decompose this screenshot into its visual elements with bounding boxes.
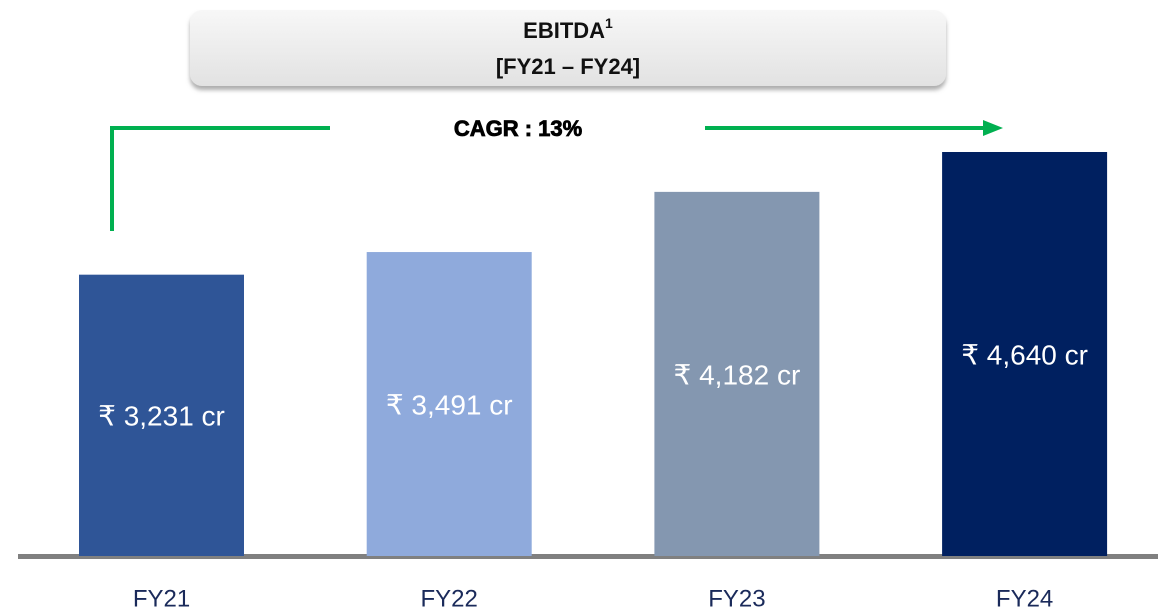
x-tick-label: FY22 [421, 585, 478, 612]
value-label: ₹ 3,491 cr [386, 389, 513, 420]
title-box [190, 10, 946, 86]
title-footnote: 1 [605, 15, 613, 31]
chart-title: EBITDA [523, 18, 605, 43]
arrow-head [983, 120, 1003, 136]
value-label: ₹ 4,640 cr [961, 339, 1088, 370]
cagr-arrow [110, 126, 330, 231]
baseline [18, 554, 1158, 559]
bar [79, 274, 244, 556]
chart-title-line: EBITDA1 [523, 15, 613, 43]
x-tick-label: FY21 [133, 585, 190, 612]
value-label: ₹ 4,182 cr [674, 359, 801, 390]
chart-subtitle: [FY21 – FY24] [496, 54, 640, 79]
value-label: ₹ 3,231 cr [98, 401, 225, 432]
bar [366, 252, 532, 556]
x-tick-label: FY24 [996, 585, 1053, 612]
cagr-label: CAGR : 13% [454, 116, 582, 141]
bar [942, 152, 1108, 556]
bar [654, 191, 820, 557]
x-tick-label: FY23 [708, 585, 765, 612]
